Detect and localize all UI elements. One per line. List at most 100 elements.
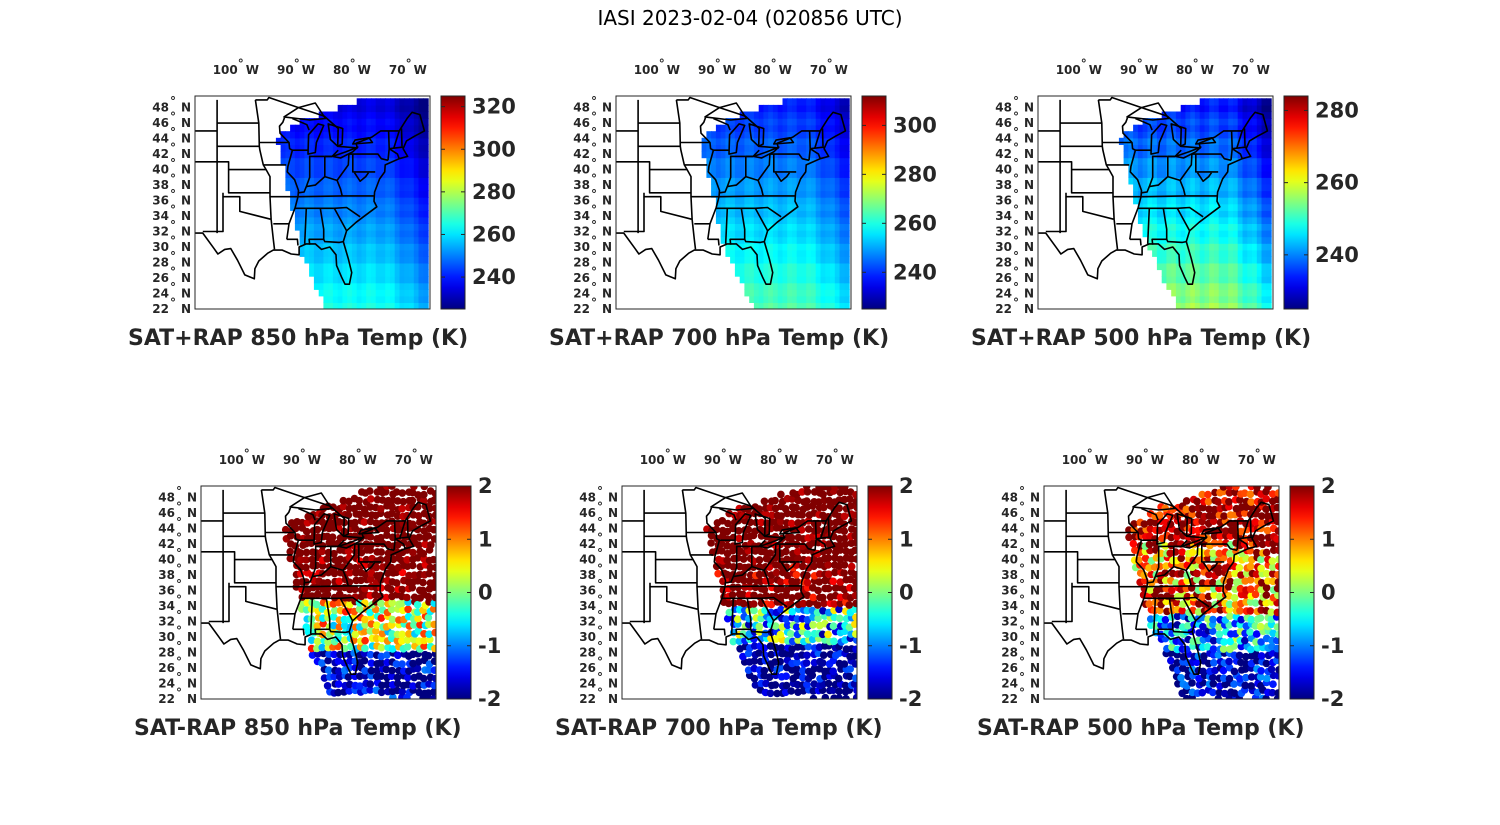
obs-dot <box>408 496 417 505</box>
field-cell <box>1233 262 1239 271</box>
field-cell <box>825 124 831 132</box>
field-cell <box>390 137 396 145</box>
field-cell <box>782 183 788 192</box>
lat-tick-dir: N <box>1024 101 1034 115</box>
field-cell <box>1266 269 1272 277</box>
state-line <box>643 192 692 220</box>
field-cell <box>318 289 325 297</box>
degree-symbol: ° <box>591 250 597 264</box>
field-cell <box>792 262 798 271</box>
field-cell <box>1237 170 1244 178</box>
field-cell <box>380 230 386 238</box>
field-cell <box>375 157 382 165</box>
field-cell <box>1214 137 1220 145</box>
lat-tick-label: 26 <box>152 271 169 285</box>
field-cell <box>1256 144 1263 152</box>
obs-dot <box>782 563 791 571</box>
field-cell <box>1223 216 1229 224</box>
field-cell <box>328 276 334 284</box>
obs-dot <box>1216 606 1225 614</box>
field-cell <box>356 256 363 264</box>
field-cell <box>772 295 779 303</box>
field-cell <box>744 262 750 271</box>
field-cell <box>1199 104 1206 113</box>
obs-dot <box>1188 679 1196 687</box>
field-cell <box>801 118 807 126</box>
field-cell <box>351 249 358 257</box>
obs-dot <box>852 538 857 547</box>
field-cell <box>1261 230 1267 238</box>
field-cell <box>332 203 339 211</box>
lake-outline <box>283 102 327 121</box>
field-cell <box>1175 157 1182 165</box>
field-cell <box>371 164 377 172</box>
field-cell <box>839 197 845 205</box>
state-line <box>304 545 317 584</box>
field-cell <box>1237 236 1244 244</box>
field-cell <box>1266 249 1272 257</box>
data-layer <box>1118 98 1272 309</box>
field-cell <box>1247 124 1253 132</box>
field-cell <box>739 216 746 224</box>
field-cell <box>418 249 424 257</box>
lat-tick-dir: N <box>181 287 191 301</box>
obs-dot <box>819 593 827 602</box>
field-cell <box>758 210 765 218</box>
obs-dot <box>323 682 332 690</box>
obs-dot <box>355 496 363 505</box>
field-cell <box>318 262 325 271</box>
field-cell <box>806 295 812 303</box>
field-cell <box>801 276 807 284</box>
field-cell <box>763 118 769 126</box>
field-cell <box>1256 111 1263 119</box>
obs-dot <box>1246 562 1255 571</box>
obs-dot <box>842 695 850 699</box>
lat-tick-label: 26 <box>579 661 596 675</box>
obs-dot <box>1177 554 1185 563</box>
field-cell <box>1137 216 1144 224</box>
field-cell <box>844 177 850 185</box>
state-line <box>757 180 764 197</box>
field-cell <box>332 210 339 218</box>
obs-dot <box>1209 680 1218 688</box>
field-cell <box>1147 197 1153 205</box>
field-cell <box>1252 190 1258 198</box>
field-cell <box>309 170 315 178</box>
field-cell <box>787 98 793 106</box>
field-cell <box>1237 289 1244 297</box>
field-cell <box>715 177 722 185</box>
obs-dot <box>767 600 776 609</box>
lake-outline <box>307 123 325 155</box>
field-cell <box>413 111 420 119</box>
field-cell <box>375 170 382 178</box>
field-cell <box>366 230 372 238</box>
obs-dot <box>835 687 843 696</box>
field-cell <box>730 210 736 218</box>
field-cell <box>290 144 296 152</box>
field-cell <box>1237 190 1244 198</box>
field-cell <box>1142 157 1148 165</box>
field-cell <box>375 216 382 224</box>
field-cell <box>366 124 372 132</box>
degree-symbol: ° <box>406 57 412 71</box>
obs-dot <box>1226 612 1234 620</box>
field-cell <box>409 197 415 205</box>
field-cell <box>787 230 793 238</box>
colorbar-tick-label: 1 <box>478 527 493 551</box>
field-cell <box>380 197 386 205</box>
obs-dot <box>819 490 827 499</box>
field-cell <box>1228 104 1234 113</box>
field-cell <box>825 249 831 257</box>
field-cell <box>1252 289 1258 297</box>
field-cell <box>1261 111 1267 119</box>
field-cell <box>1133 124 1139 132</box>
field-cell <box>777 183 784 192</box>
lon-tick-dir: W <box>729 453 742 467</box>
field-cell <box>806 177 812 185</box>
field-cell <box>1209 144 1215 152</box>
field-cell <box>423 256 429 264</box>
field-cell <box>1161 276 1168 284</box>
lake-outline <box>333 513 350 538</box>
field-cell <box>1180 164 1187 172</box>
field-cell <box>347 137 353 145</box>
